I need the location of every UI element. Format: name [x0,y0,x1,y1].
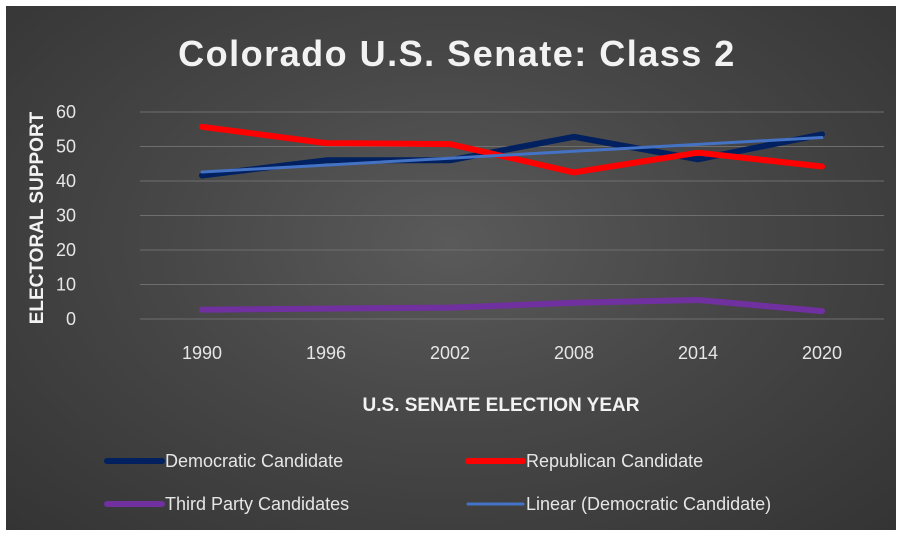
x-tick-label: 2002 [430,343,470,363]
x-tick-label: 1990 [182,343,222,363]
legend-label: Third Party Candidates [165,494,349,514]
y-tick-label: 50 [56,137,76,157]
y-tick-label: 10 [56,275,76,295]
x-tick-label: 2020 [802,343,842,363]
x-tick-label: 2008 [554,343,594,363]
series-lines [199,123,825,315]
legend-item-2: Third Party Candidates [104,494,349,514]
legend: Democratic Candidate Republican Candidate… [104,451,771,514]
series-line-1 [199,123,825,176]
x-tick-label: 2014 [678,343,718,363]
y-axis-label: ELECTORAL SUPPORT [27,111,48,324]
legend-label: Democratic Candidate [165,451,343,471]
y-tick-label: 0 [66,309,76,329]
y-tick-label: 40 [56,171,76,191]
x-axis-label: U.S. SENATE ELECTION YEAR [363,395,640,416]
y-tick-label: 20 [56,240,76,260]
y-tick-label: 30 [56,206,76,226]
x-tick-label: 1996 [306,343,346,363]
legend-item-1: Republican Candidate [465,451,703,471]
legend-item-0: Democratic Candidate [104,451,343,471]
legend-label: Linear (Democratic Candidate) [526,494,771,514]
chart-area [6,6,896,530]
y-tick-label: 60 [56,102,76,122]
legend-label: Republican Candidate [526,451,703,471]
series-line-2 [199,297,825,315]
series-line-3 [200,136,824,174]
x-axis-ticks: 1990 1996 2002 2008 2014 2020 [182,343,842,363]
y-axis-ticks: 0 10 20 30 40 50 60 [56,102,76,329]
chart-title: Colorado U.S. Senate: Class 2 [178,33,736,74]
legend-item-3: Linear (Democratic Candidate) [466,494,771,514]
